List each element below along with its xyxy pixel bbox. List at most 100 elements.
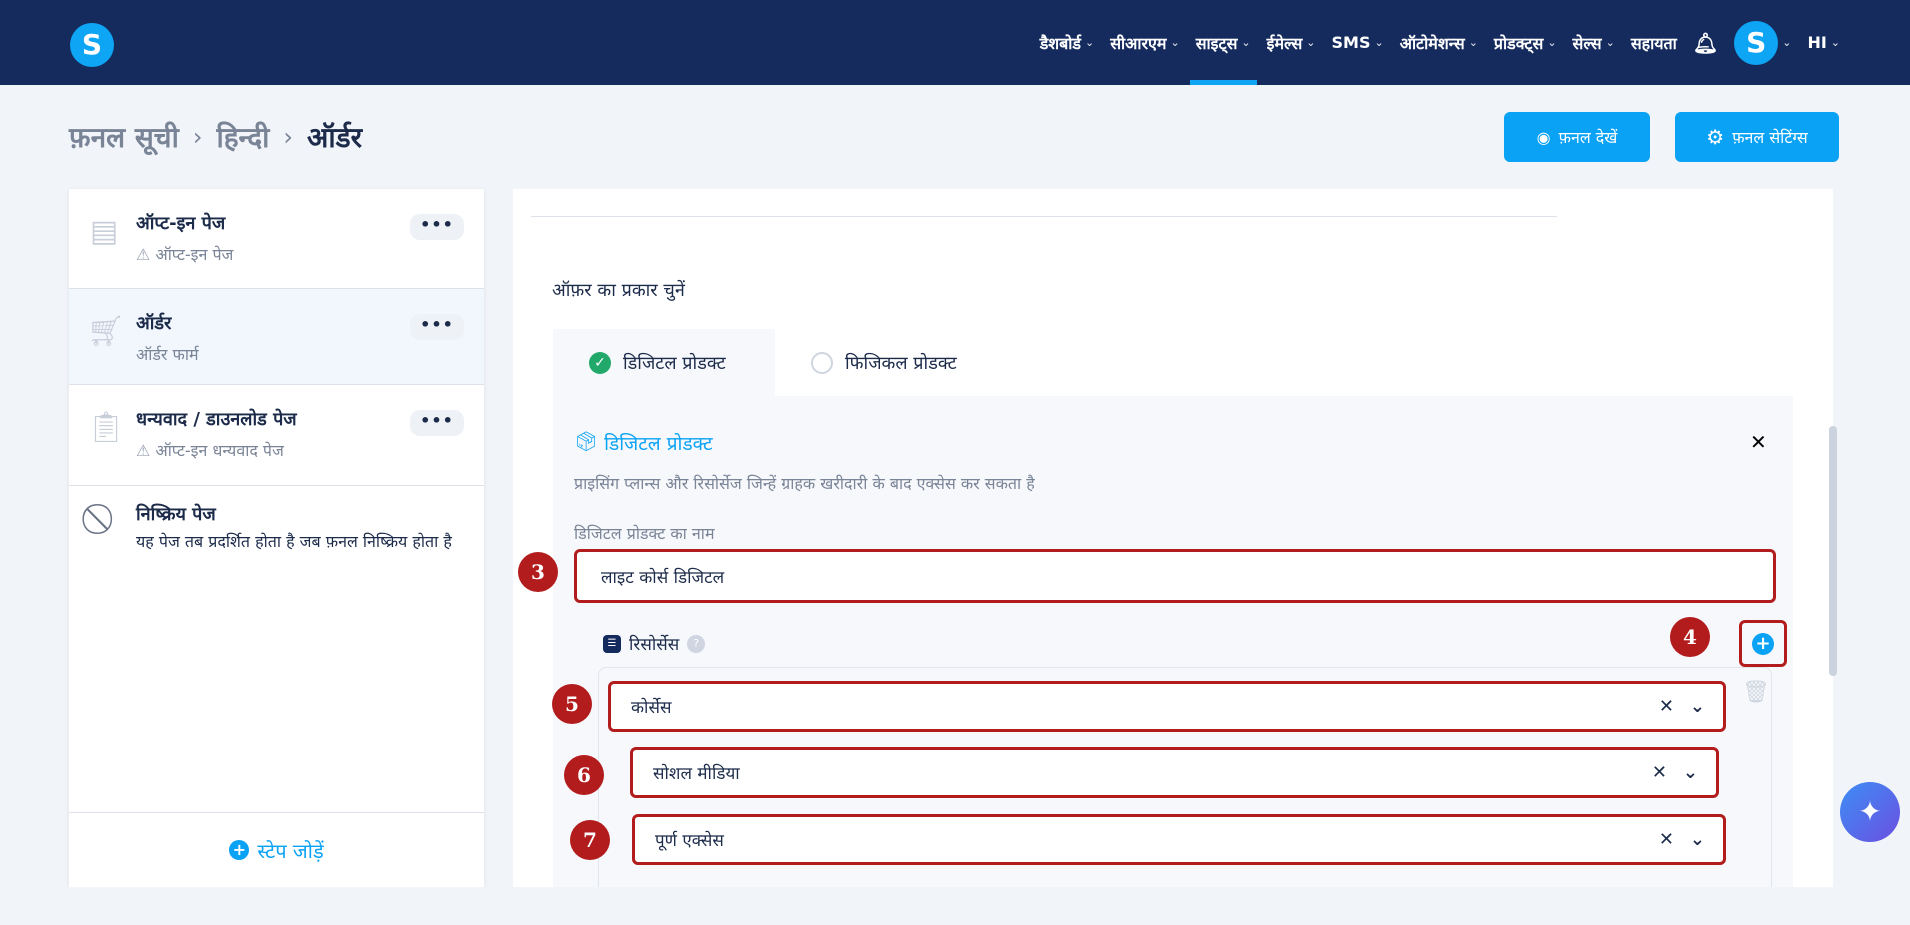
avatar: S	[1734, 20, 1779, 65]
add-step-button[interactable]: + स्टेप जोड़ें	[69, 812, 484, 887]
gear-icon: ⚙	[1706, 125, 1725, 149]
add-resource-button[interactable]: +	[1739, 620, 1787, 667]
more-options-button[interactable]: •••	[410, 410, 464, 436]
language-label: HI	[1807, 33, 1827, 52]
trash-icon[interactable]: 🗑︎	[1742, 680, 1770, 705]
clear-icon[interactable]: ✕	[1658, 696, 1674, 717]
bell-icon[interactable]: 🔔︎	[1692, 30, 1719, 55]
step-thankyou[interactable]: 📋︎ धन्यवाद / डाउनलोड पेज ⚠ ऑप्ट-इन धन्यव…	[69, 385, 484, 486]
nav-products[interactable]: प्रोडक्ट्स ⌄	[1494, 0, 1557, 85]
nav-sales[interactable]: सेल्स ⌄	[1573, 0, 1615, 85]
clear-icon[interactable]: ✕	[1658, 829, 1674, 850]
more-options-button[interactable]: •••	[410, 214, 464, 240]
step-subtitle: ⚠ ऑप्ट-इन पेज	[136, 243, 233, 265]
funnel-settings-button[interactable]: ⚙ फ़नल सेटिंग्स	[1675, 112, 1839, 162]
product-name-input[interactable]: लाइट कोर्स डिजिटल	[574, 549, 1776, 603]
view-funnel-button[interactable]: ◉ फ़नल देखें	[1504, 112, 1650, 162]
logo[interactable]: S	[70, 23, 114, 67]
chevron-down-icon: ⌄	[1830, 36, 1840, 49]
digital-product-section	[553, 396, 1793, 887]
section-title-text: डिजिटल प्रोडक्ट	[604, 433, 713, 455]
chevron-right-icon: ›	[283, 123, 293, 151]
nav-label: प्रोडक्ट्स	[1493, 33, 1544, 53]
subtitle-text: ऑप्ट-इन पेज	[155, 245, 234, 264]
clipboard-check-icon: 📋︎	[87, 410, 126, 445]
check-circle-icon: ✓	[589, 351, 611, 374]
nav-emails[interactable]: ईमेल्स ⌄	[1267, 0, 1316, 85]
ai-assistant-button[interactable]: ✦	[1840, 782, 1900, 842]
nav-label: SMS	[1331, 33, 1371, 52]
resource-select[interactable]: सोशल मीडिया ✕ ⌄	[630, 747, 1719, 798]
help-icon[interactable]: ?	[687, 634, 706, 653]
language-menu[interactable]: HI ⌄	[1807, 0, 1840, 85]
nav-sites[interactable]: साइट्स ⌄	[1189, 0, 1257, 85]
tab-label: डिजिटल प्रोडक्ट	[623, 352, 726, 374]
sparkle-icon: ✦	[1858, 795, 1882, 828]
annotation-badge: 3	[518, 552, 558, 592]
nav-label: डैशबोर्ड	[1039, 33, 1081, 53]
more-options-button[interactable]: •••	[410, 314, 464, 340]
nav-dashboard[interactable]: डैशबोर्ड ⌄	[1040, 0, 1095, 85]
step-inactive[interactable]: ⃠ निष्क्रिय पेज यह पेज तब प्रदर्शित होता…	[69, 486, 484, 606]
plus-circle-icon: +	[229, 840, 250, 860]
eye-icon: ◉	[1536, 127, 1551, 147]
scrollbar[interactable]	[1829, 426, 1837, 676]
tab-digital-product[interactable]: ✓ डिजिटल प्रोडक्ट	[553, 329, 775, 396]
chevron-down-icon[interactable]: ⌄	[1682, 762, 1698, 783]
top-navbar: S डैशबोर्ड ⌄ सीआरएम ⌄ साइट्स ⌄ ईमेल्स ⌄ SMS ⌄…	[0, 0, 1910, 85]
breadcrumb: फ़नल सूची › हिन्दी › ऑर्डर	[69, 118, 362, 156]
resources-label: रिसोर्सेस	[629, 635, 680, 655]
input-value: लाइट कोर्स डिजिटल	[601, 567, 725, 588]
breadcrumb-current: ऑर्डर	[306, 121, 363, 154]
breadcrumb-funnel[interactable]: हिन्दी	[216, 121, 270, 154]
step-order[interactable]: 🛒︎ ऑर्डर ऑर्डर फार्म •••	[69, 289, 484, 385]
resource-select[interactable]: पूर्ण एक्सेस ✕ ⌄	[632, 814, 1726, 865]
tab-label: फिजिकल प्रोडक्ट	[845, 352, 957, 374]
resources-heading: ☰ रिसोर्सेस?	[603, 632, 706, 655]
nav-label: ऑटोमेशन्स	[1399, 33, 1465, 53]
cart-icon: 🛒︎	[87, 314, 126, 349]
step-subtitle: यह पेज तब प्रदर्शित होता है जब फ़नल निष्…	[136, 532, 452, 551]
subtitle-text: ऑप्ट-इन धन्यवाद पेज	[155, 441, 284, 460]
product-name-label: डिजिटल प्रोडक्ट का नाम	[574, 524, 715, 543]
chevron-down-icon: ⌄	[1084, 36, 1095, 49]
chevron-down-icon[interactable]: ⌄	[1689, 696, 1705, 717]
nav-label: ईमेल्स	[1266, 33, 1303, 53]
chevron-down-icon: ⌄	[1605, 36, 1615, 49]
clear-icon[interactable]: ✕	[1651, 762, 1667, 783]
nav-help[interactable]: सहायता	[1630, 33, 1677, 53]
resource-select[interactable]: कोर्सेस ✕ ⌄	[608, 681, 1726, 732]
warning-icon: ⚠	[136, 245, 151, 264]
chevron-down-icon: ⌄	[1374, 36, 1384, 49]
checklist-icon: ☰	[603, 634, 621, 653]
close-icon[interactable]: ✕	[1750, 430, 1767, 454]
button-label: फ़नल सेटिंग्स	[1732, 128, 1808, 147]
nav-label: सेल्स	[1572, 33, 1602, 53]
step-title: निष्क्रिय पेज	[136, 504, 216, 525]
button-label: फ़नल देखें	[1558, 128, 1618, 147]
add-step-label: स्टेप जोड़ें	[257, 838, 324, 863]
nav-label: साइट्स	[1195, 33, 1238, 53]
chevron-right-icon: ›	[192, 123, 203, 151]
chevron-down-icon: ⌄	[1468, 36, 1478, 49]
chevron-down-icon[interactable]: ⌄	[1689, 829, 1705, 850]
step-subtitle: ⚠ ऑप्ट-इन धन्यवाद पेज	[136, 439, 284, 461]
nav-crm[interactable]: सीआरएम ⌄	[1110, 0, 1180, 85]
chevron-down-icon: ⌄	[1306, 36, 1316, 49]
radio-icon	[811, 351, 833, 374]
offer-type-label: ऑफ़र का प्रकार चुनें	[552, 280, 685, 301]
nav-label: सीआरएम	[1110, 33, 1167, 53]
breadcrumb-funnel-list[interactable]: फ़नल सूची	[69, 121, 179, 154]
nav-sms[interactable]: SMS ⌄	[1332, 0, 1384, 85]
step-optin[interactable]: ▤ ऑप्ट-इन पेज ⚠ ऑप्ट-इन पेज •••	[69, 189, 484, 289]
nav-automations[interactable]: ऑटोमेशन्स ⌄	[1400, 0, 1478, 85]
chevron-down-icon: ⌄	[1170, 36, 1180, 49]
chevron-down-icon: ⌄	[1782, 36, 1792, 49]
tab-physical-product[interactable]: फिजिकल प्रोडक्ट	[775, 329, 1035, 396]
divider	[531, 216, 1557, 217]
plus-circle-icon: +	[1752, 632, 1774, 655]
page-footer-gap	[0, 887, 1910, 925]
funnel-steps-panel: ▤ ऑप्ट-इन पेज ⚠ ऑप्ट-इन पेज ••• 🛒︎ ऑर्डर…	[69, 189, 484, 887]
step-subtitle: ऑर्डर फार्म	[136, 345, 199, 364]
account-menu[interactable]: S ⌄	[1734, 0, 1791, 85]
